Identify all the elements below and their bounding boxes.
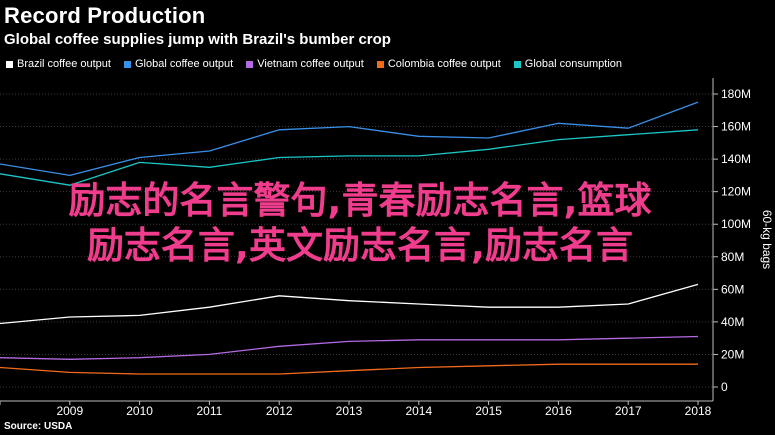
legend-label: Global coffee output	[134, 58, 234, 70]
legend-swatch	[513, 60, 521, 68]
y-tick-label: 180M	[721, 87, 751, 101]
x-tick-label: 2015	[475, 404, 502, 418]
chart-title: Record Production	[4, 3, 206, 28]
y-tick-label: 0	[721, 380, 728, 394]
legend-swatch	[6, 60, 13, 68]
x-tick-label: 2016	[545, 404, 572, 418]
y-tick-label: 80M	[721, 250, 744, 264]
series-line-colombia-coffee-output	[0, 363, 698, 375]
overlay-line-1: 励志的名言警句,青春励志名言,篮球	[68, 179, 652, 222]
x-tick-label: 2013	[336, 404, 363, 418]
y-tick-label: 140M	[721, 152, 751, 166]
y-tick-label: 60M	[721, 282, 744, 296]
y-tick-label: 40M	[721, 315, 744, 329]
series-line-vietnam-coffee-output	[0, 335, 699, 360]
y-tick-label: 20M	[721, 347, 744, 361]
x-tick-label: 2017	[615, 404, 642, 418]
chart-subtitle: Global coffee supplies jump with Brazil'…	[4, 31, 391, 48]
chart-legend: Brazil coffee output Global coffee output…	[6, 58, 635, 70]
overlay-line-2: 励志名言,英文励志名言,励志名言	[86, 224, 634, 267]
x-tick-label: 2009	[56, 404, 83, 418]
legend-swatch	[376, 60, 384, 68]
legend-swatch	[246, 60, 254, 68]
legend-label: Colombia coffee output	[387, 58, 501, 70]
legend-swatch	[123, 60, 131, 68]
legend-label: Vietnam coffee output	[257, 58, 364, 70]
series-line-global-consumption	[0, 129, 699, 186]
overlay-watermark-text: 励志的名言警句,青春励志名言,篮球 励志名言,英文励志名言,励志名言	[0, 178, 720, 268]
legend-item: Vietnam coffee output	[246, 58, 364, 70]
legend-label: Brazil coffee output	[17, 58, 111, 70]
legend-item: Brazil coffee output	[6, 58, 111, 70]
y-axis-label: 60-kg bags	[760, 210, 774, 269]
y-tick-label: 160M	[721, 120, 751, 134]
legend-item: Global consumption	[513, 58, 623, 70]
y-tick-label: 120M	[721, 185, 751, 199]
legend-item: Global coffee output	[123, 58, 234, 70]
y-tick-label: 100M	[721, 217, 751, 231]
legend-label: Global consumption	[524, 58, 623, 70]
legend-item: Colombia coffee output	[376, 58, 501, 70]
x-tick-label: 2010	[126, 404, 153, 418]
x-tick-label: 2014	[405, 404, 432, 418]
source-note: Source: USDA	[4, 421, 73, 432]
series-line-global-coffee-output	[0, 101, 699, 177]
x-tick-label: 2011	[196, 404, 222, 418]
x-tick-label: 2018	[685, 404, 712, 418]
x-tick-label: 2012	[266, 404, 293, 418]
series-line-brazil-coffee-output	[0, 283, 699, 325]
